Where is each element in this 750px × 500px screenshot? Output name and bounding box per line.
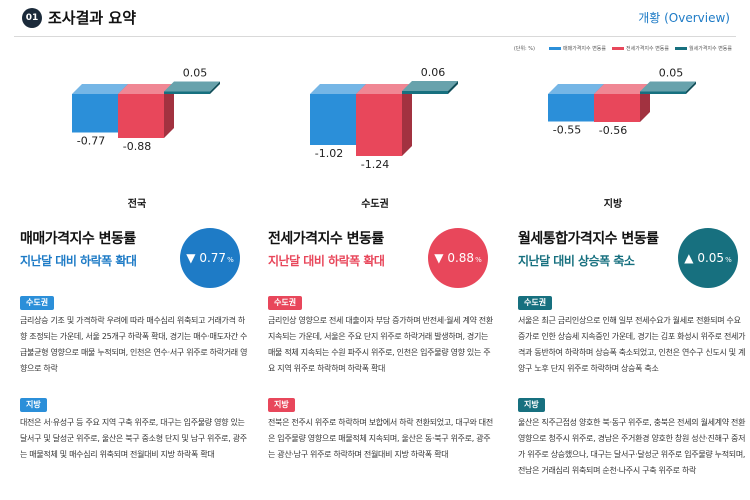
region-label-regional: 지방 [603, 199, 623, 210]
bar-jeonse [356, 84, 412, 156]
region-label-national: 전국 [127, 199, 147, 210]
summary-monthly: 월세통합가격지수 변동률 지난달 대비 상승폭 축소 ▲ 0.05% [518, 228, 750, 298]
chart-national: -0.77 -0.88 0.05 전국 [14, 60, 260, 210]
text-local-jeonse: 전북은 전주시 위주로 하락하며 보합에서 하락 전환되었고, 대구와 대전은 … [268, 418, 493, 459]
text-metro-monthly: 서울은 최근 금리인상으로 인해 일부 전세수요가 월세로 전환되며 수요증가로… [518, 316, 746, 373]
legend-item-sale: 매매가격지수 변동률 [549, 45, 606, 52]
tag-metro-jeonse: 수도권 [268, 296, 303, 310]
bar-front-sale [72, 94, 118, 133]
change-badge-jeonse: ▼ 0.88% [428, 228, 488, 288]
value-label-sale: -1.02 [315, 147, 343, 160]
change-badge-sale: ▼ 0.77% [180, 228, 240, 288]
bar-top-jeonse [356, 84, 412, 94]
header-divider [14, 36, 736, 37]
bar-monthly [164, 81, 220, 94]
bar-top-jeonse [594, 84, 650, 94]
bar-side-monthly [686, 81, 696, 94]
summary-subtitle-sale: 지난달 대비 하락폭 확대 [20, 254, 137, 268]
badge-value-sale: 0.77 [199, 251, 227, 265]
bar-monthly [402, 81, 458, 94]
bar-side-jeonse [164, 84, 174, 138]
legend-label-jeonse: 전세가격지수 변동률 [626, 46, 669, 52]
bar-front-monthly [164, 91, 210, 94]
badge-pct-sale: % [227, 255, 234, 264]
tag-local-jeonse: 지방 [268, 398, 295, 412]
overview-link[interactable]: 개황 (Overview) [638, 11, 730, 25]
badge-value-monthly: 0.05 [697, 251, 725, 265]
value-label-jeonse: -0.56 [599, 124, 627, 137]
bar-front-sale [548, 94, 594, 122]
summary-jeonse: 전세가격지수 변동률 지난달 대비 하락폭 확대 ▼ 0.88% [268, 228, 518, 298]
summary-sale: 매매가격지수 변동률 지난달 대비 하락폭 확대 ▼ 0.77% [20, 228, 270, 298]
legend-item-jeonse: 전세가격지수 변동률 [612, 45, 669, 52]
section-number-badge: 01 [22, 8, 42, 28]
badge-pct-monthly: % [725, 255, 732, 264]
bar-side-monthly [210, 81, 220, 94]
bar-front-jeonse [356, 94, 402, 156]
badge-pct-jeonse: % [475, 255, 482, 264]
up-arrow-icon: ▲ [684, 251, 694, 265]
bar-top-monthly [402, 81, 458, 91]
text-metro-sale: 금리상승 기조 및 가격하락 우려에 따라 매수심리 위축되고 거래가격 하향 … [20, 316, 248, 373]
tag-local-monthly: 지방 [518, 398, 545, 412]
text-metro-jeonse: 금리인상 영향으로 전세 대출이자 부담 증가하며 반전세·월세 계약 전환 지… [268, 316, 493, 373]
chart-regional: -0.55 -0.56 0.05 지방 [490, 60, 736, 210]
summary-title-sale: 매매가격지수 변동률 [20, 231, 136, 247]
bar-top-sale [548, 84, 604, 94]
bar-front-jeonse [118, 94, 164, 138]
page-header: 01 조사결과 요약 개황 (Overview) [0, 0, 750, 38]
legend-swatch-jeonse [612, 47, 624, 50]
bar-top-sale [72, 84, 128, 94]
bar-jeonse [118, 84, 174, 138]
value-label-sale: -0.55 [553, 124, 581, 137]
bar-front-jeonse [594, 94, 640, 122]
summary-title-jeonse: 전세가격지수 변동률 [268, 231, 384, 247]
value-label-jeonse: -1.24 [361, 158, 389, 171]
summary-title-monthly: 월세통합가격지수 변동률 [518, 231, 659, 247]
value-label-monthly: 0.05 [659, 67, 684, 80]
chart-svg-metro: -1.02 -1.24 0.06 [310, 66, 458, 171]
change-badge-monthly: ▲ 0.05% [678, 228, 738, 288]
bar-monthly [640, 81, 696, 94]
bar-top-sale [310, 84, 366, 94]
bar-front-sale [310, 94, 356, 145]
legend-swatch-sale [549, 47, 561, 50]
bar-top-jeonse [118, 84, 174, 94]
bar-front-monthly [640, 91, 686, 94]
value-label-monthly: 0.06 [421, 66, 446, 79]
down-arrow-icon: ▼ [186, 251, 196, 265]
legend-label-monthly: 월세가격지수 변동률 [689, 46, 732, 52]
value-label-sale: -0.77 [77, 135, 105, 148]
legend-unit: (단위: %) [513, 46, 535, 52]
chart-svg-regional: -0.55 -0.56 0.05 [548, 67, 696, 137]
tag-metro-sale: 수도권 [20, 296, 55, 310]
value-label-monthly: 0.05 [183, 67, 208, 80]
legend-swatch-monthly [675, 47, 687, 50]
chart-svg-national: -0.77 -0.88 0.05 [72, 67, 220, 153]
chart-legend: (단위: %) 매매가격지수 변동률 전세가격지수 변동률 월세가격지수 변동률 [514, 45, 732, 52]
section-title: 조사결과 요약 [48, 9, 137, 27]
bar-top-monthly [164, 81, 220, 92]
region-label-metro: 수도권 [361, 199, 389, 210]
summary-subtitle-monthly: 지난달 대비 상승폭 축소 [518, 254, 635, 268]
bar-top-monthly [640, 81, 696, 92]
bar-side-jeonse [402, 84, 412, 156]
bar-jeonse [594, 84, 650, 122]
chart-metro: -1.02 -1.24 0.06 수도권 [252, 60, 498, 210]
summary-subtitle-jeonse: 지난달 대비 하락폭 확대 [268, 254, 385, 268]
bar-side-monthly [448, 81, 458, 94]
text-local-monthly: 울산은 직주근접성 양호한 북·동구 위주로, 충북은 전세의 월세계약 전환 … [518, 418, 746, 475]
badge-value-jeonse: 0.88 [447, 251, 475, 265]
tag-metro-monthly: 수도권 [518, 296, 553, 310]
text-local-sale: 대전은 서·유성구 등 주요 지역 구축 위주로, 대구는 입주물량 영향 있는… [20, 418, 247, 459]
legend-item-monthly: 월세가격지수 변동률 [675, 45, 732, 52]
bar-sale [548, 84, 604, 122]
bar-front-monthly [402, 91, 448, 94]
down-arrow-icon: ▼ [434, 251, 444, 265]
tag-local-sale: 지방 [20, 398, 47, 412]
legend-label-sale: 매매가격지수 변동률 [563, 46, 606, 52]
value-label-jeonse: -0.88 [123, 140, 151, 153]
